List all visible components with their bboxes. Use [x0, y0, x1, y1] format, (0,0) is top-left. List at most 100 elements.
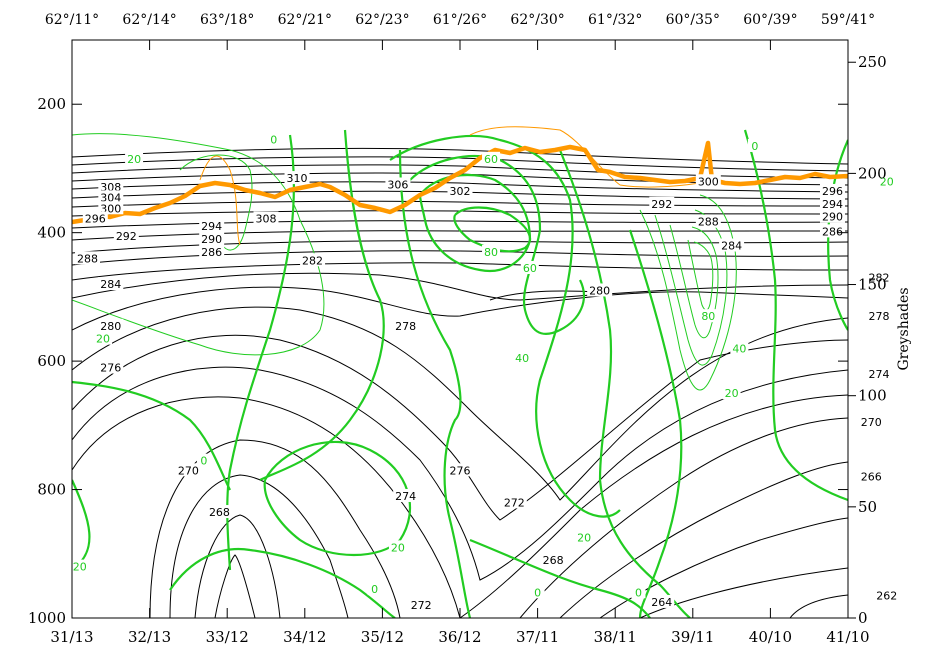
theta-contour-label-bg [695, 214, 721, 228]
theta-contour-label: 278 [395, 320, 416, 333]
theta-contour-label-bg [866, 366, 892, 380]
theta-contour-label-bg [393, 488, 419, 502]
theta-line-288 [72, 240, 848, 254]
theta-contour-label-bg [819, 224, 845, 238]
wind-line-20-jet [389, 134, 621, 518]
theta-contour-label-bg [385, 177, 411, 191]
wind-contour-label-bg [877, 174, 896, 188]
theta-contour-label: 300 [698, 175, 719, 188]
wind-line-20-east-a [558, 149, 691, 618]
wind-contour-label: 20 [96, 333, 110, 346]
theta-line-308 [72, 147, 848, 165]
theta-contour-label-bg [819, 209, 845, 223]
theta-contour-label: 292 [651, 198, 672, 211]
theta-contour-label: 306 [387, 179, 408, 192]
theta-contour-label-bg [113, 228, 139, 242]
theta-line-276 [72, 334, 848, 521]
y-left-tick-label: 1000 [28, 609, 66, 627]
wind-line-thin-east-3 [669, 224, 719, 339]
wind-contour-label-bg [266, 132, 281, 146]
x-bottom-tick-label: 40/10 [749, 628, 792, 646]
wind-contour-label-bg [730, 341, 749, 355]
theta-contour-label: 282 [869, 272, 890, 285]
theta-line-268 [169, 461, 848, 618]
y-right-tick-label: 200 [858, 164, 887, 182]
x-bottom-axis: 31/13 32/13 33/12 34/12 35/12 36/12 37/11 38/11… [50, 608, 870, 646]
wind-contour-label-bg [196, 453, 211, 467]
theta-contour-label: 268 [543, 554, 564, 567]
theta-contour-label: 286 [201, 246, 222, 259]
x-top-tick-label: 62°/21° [278, 12, 332, 28]
x-bottom-tick-label: 35/12 [361, 628, 404, 646]
x-bottom-tick-label: 41/10 [826, 628, 869, 646]
theta-contour-label-bg [393, 318, 419, 332]
x-top-tick-label: 59°/41° [821, 12, 875, 28]
theta-contour-label-bg [447, 463, 473, 477]
theta-contour-label: 286 [822, 225, 843, 238]
theta-contour-label-bg [540, 553, 566, 567]
theta-line-272 [72, 394, 848, 618]
theta-contour-label-bg [199, 244, 225, 258]
theta-contour-label: 274 [395, 490, 416, 503]
wind-contour-label-bg [482, 244, 501, 258]
wind-contour-label-bg [631, 585, 646, 599]
wind-contour-label: 40 [515, 352, 529, 365]
x-top-tick-label: 62°/30° [510, 12, 564, 28]
theta-contour-label: 272 [411, 599, 432, 612]
wind-line-0-low [169, 548, 396, 618]
theta-contour-label-bg [874, 588, 900, 602]
x-top-tick-label: 62°/23° [355, 12, 409, 28]
wind-contour-label-bg [699, 309, 718, 323]
theta-contour-label-bg [199, 232, 225, 246]
wind-contour-label: 20 [127, 153, 141, 166]
theta-contour-label: 280 [100, 320, 121, 333]
theta-contour-labels: 3083043002962922882842802763103082942902… [75, 171, 900, 612]
theta-contour-label: 308 [256, 213, 277, 226]
theta-contour-label-bg [819, 183, 845, 197]
theta-contour-label-bg [819, 196, 845, 210]
wind-line-0-east-b [743, 129, 848, 502]
wind-contour-label-bg [520, 260, 539, 274]
wind-contour-label: 20 [391, 541, 405, 554]
theta-contour-label-bg [98, 180, 124, 194]
wind-line-60-jet [418, 173, 532, 273]
theta-line-292 [72, 220, 848, 229]
theta-contour-label-bg [253, 211, 279, 225]
theta-contour-label: 270 [178, 464, 199, 477]
theta-contour-label-bg [447, 183, 473, 197]
theta-contour-label-bg [98, 318, 124, 332]
theta-contour-label-bg [719, 238, 745, 252]
wind-contour-label: 0 [270, 134, 277, 147]
theta-contour-label: 268 [209, 506, 230, 519]
theta-contour-label: 276 [450, 464, 471, 477]
wind-contour-label: 0 [534, 586, 541, 599]
x-top-axis: 62°/11° 62°/14° 63°/18° 62°/21° 62°/23° 61°/2… [45, 12, 875, 50]
x-bottom-tick-label: 37/11 [516, 628, 559, 646]
wind-contour-label: 0 [200, 455, 207, 468]
wind-contour-label: 0 [751, 140, 758, 153]
x-top-tick-label: 61°/26° [433, 12, 487, 28]
theta-contour-label-bg [300, 253, 326, 267]
theta-contour-label: 294 [822, 198, 843, 211]
x-top-tick-label: 63°/18° [200, 12, 254, 28]
theta-contour-label-bg [649, 594, 675, 608]
theta-line-300 [72, 181, 848, 193]
theta-contour-label: 310 [287, 172, 308, 185]
wind-contour-lines [72, 129, 848, 618]
theta-contour-label: 294 [201, 220, 222, 233]
wind-contour-label-bg [94, 331, 113, 345]
wind-contour-label-bg [513, 350, 532, 364]
theta-contour-label-bg [649, 196, 675, 210]
y-left-tick-label: 200 [37, 95, 66, 113]
theta-contour-label-bg [858, 415, 884, 429]
theta-contour-label: 284 [100, 278, 121, 291]
theta-contour-label-bg [858, 469, 884, 483]
theta-contour-label: 292 [116, 230, 137, 243]
theta-contour-label-bg [98, 190, 124, 204]
theta-contour-label: 304 [100, 191, 121, 204]
wind-contour-label: 0 [635, 586, 642, 599]
theta-contour-label: 274 [869, 368, 890, 381]
y-right-tick-label: 0 [858, 609, 868, 627]
theta-contour-label-bg [175, 463, 201, 477]
